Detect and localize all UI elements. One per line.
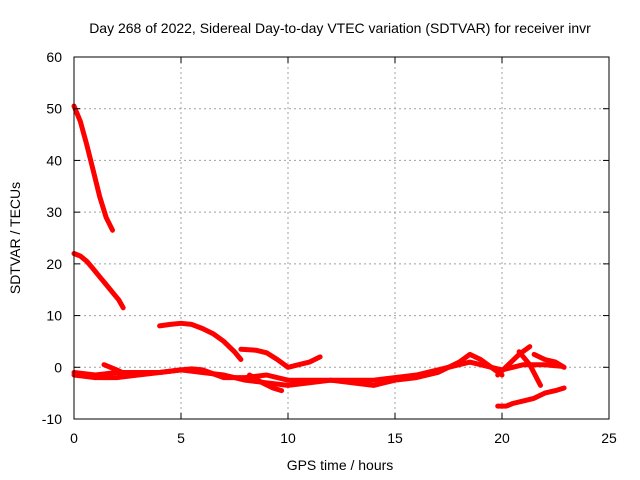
series-line-arc-11 [495, 385, 567, 409]
y-tick-label: 0 [54, 359, 62, 375]
series-line-arc-2 [71, 251, 126, 311]
x-tick-label: 15 [387, 430, 403, 446]
chart-title: Day 268 of 2022, Sidereal Day-to-day VTE… [89, 20, 591, 36]
x-axis-label: GPS time / hours [287, 457, 394, 473]
x-tick-label: 20 [494, 430, 510, 446]
series-line-arc-9 [495, 344, 533, 378]
x-tick-label: 25 [601, 430, 617, 446]
y-tick-label: -10 [42, 411, 62, 427]
y-tick-label: 60 [46, 49, 62, 65]
series-line-arc-1 [71, 103, 115, 233]
series-line-arc-3 [157, 320, 244, 362]
series-line-arc-6 [71, 351, 505, 388]
series-line-arc-8 [247, 372, 285, 394]
plot-frame [73, 56, 610, 420]
x-tick-labels: 0 5 10 15 20 25 [70, 430, 617, 446]
series-line-arc-4 [238, 346, 323, 370]
y-axis-label: SDTVAR / TECUs [7, 182, 23, 294]
x-tick-label: 10 [280, 430, 296, 446]
x-tick-label: 5 [177, 430, 185, 446]
y-tick-label: 40 [46, 152, 62, 168]
series-line-arc-12 [531, 351, 567, 370]
series-line-arc-7 [101, 362, 130, 378]
y-tick-label: 20 [46, 256, 62, 272]
data-series-group [71, 103, 567, 409]
y-tick-labels: -10 0 10 20 30 40 50 60 [42, 49, 62, 427]
x-tick-label: 0 [70, 430, 78, 446]
y-tick-label: 50 [46, 101, 62, 117]
y-tick-label: 30 [46, 204, 62, 220]
series-line-arc-10 [516, 349, 543, 388]
y-tick-label: 10 [46, 308, 62, 324]
